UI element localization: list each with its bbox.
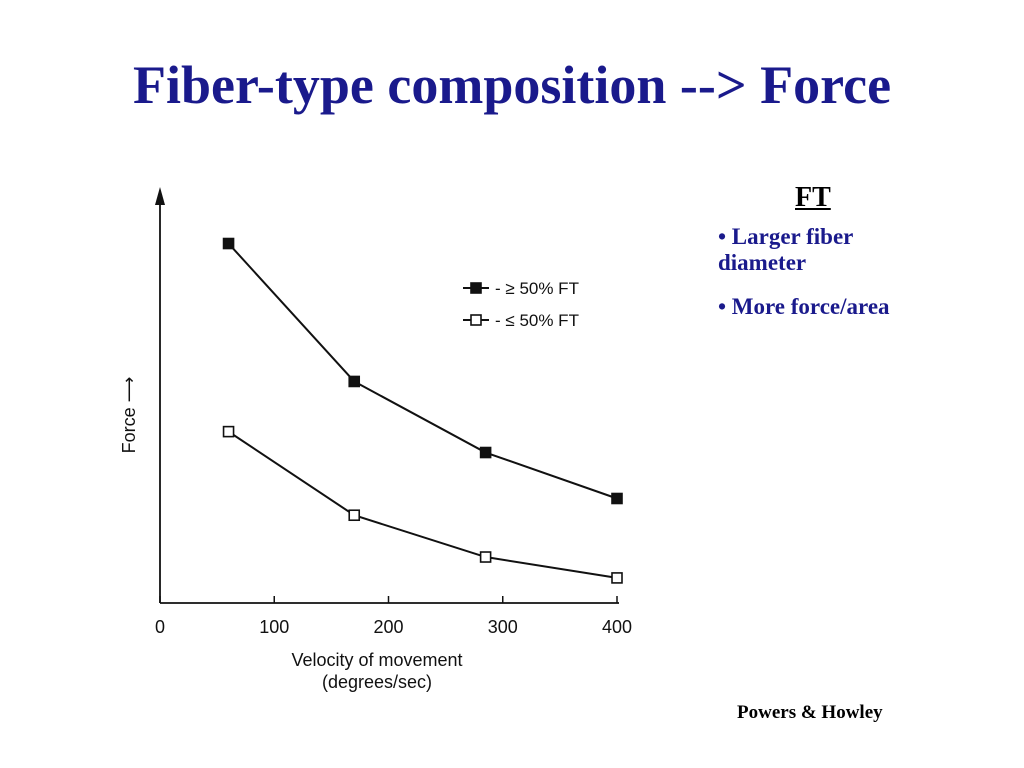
x-tick-label: 200 — [373, 617, 403, 637]
legend-label: - ≤ 50% FT — [495, 311, 579, 330]
data-point-marker — [348, 509, 361, 522]
bullet-more-force-area: • More force/area — [718, 294, 890, 319]
y-axis-arrow — [155, 187, 165, 205]
data-point-marker — [348, 375, 361, 388]
bullet-larger-fiber-diameter: • Larger fiber diameter — [718, 224, 853, 275]
series-line — [227, 242, 618, 500]
data-point-marker — [222, 425, 235, 438]
chart-series-layer — [222, 237, 623, 584]
ft-heading: FT — [795, 182, 831, 213]
x-tick-label: 400 — [602, 617, 632, 637]
chart-svg: 0 100 200 300 400 - ≥ 50% FT - ≤ 50% FT Force… — [119, 187, 632, 692]
series-line — [227, 430, 618, 579]
legend-marker — [470, 282, 482, 294]
data-point-marker — [611, 492, 623, 505]
x-tick-label: 300 — [488, 617, 518, 637]
chart-axes — [155, 187, 619, 604]
y-axis-label: Force ⟶ — [119, 377, 139, 454]
data-point-marker — [611, 572, 623, 584]
x-axis-label-line-1: Velocity of movement — [291, 650, 462, 670]
x-tick-label: 0 — [155, 617, 165, 637]
data-point-marker — [479, 446, 492, 459]
data-point-marker — [479, 551, 492, 563]
x-tick-label: 100 — [259, 617, 289, 637]
legend-label: - ≥ 50% FT — [495, 279, 579, 298]
force-velocity-chart: 0 100 200 300 400 - ≥ 50% FT - ≤ 50% FT Force… — [95, 170, 705, 710]
legend-marker — [470, 314, 482, 326]
slide-title: Fiber-type composition --> Force — [132, 55, 892, 115]
x-axis-label-line-2: (degrees/sec) — [322, 672, 432, 692]
x-axis-ticks: 0 100 200 300 400 — [155, 596, 632, 637]
chart-legend: - ≥ 50% FT - ≤ 50% FT — [463, 279, 579, 330]
source-credit: Powers & Howley — [737, 702, 883, 723]
data-point-marker — [222, 237, 235, 250]
